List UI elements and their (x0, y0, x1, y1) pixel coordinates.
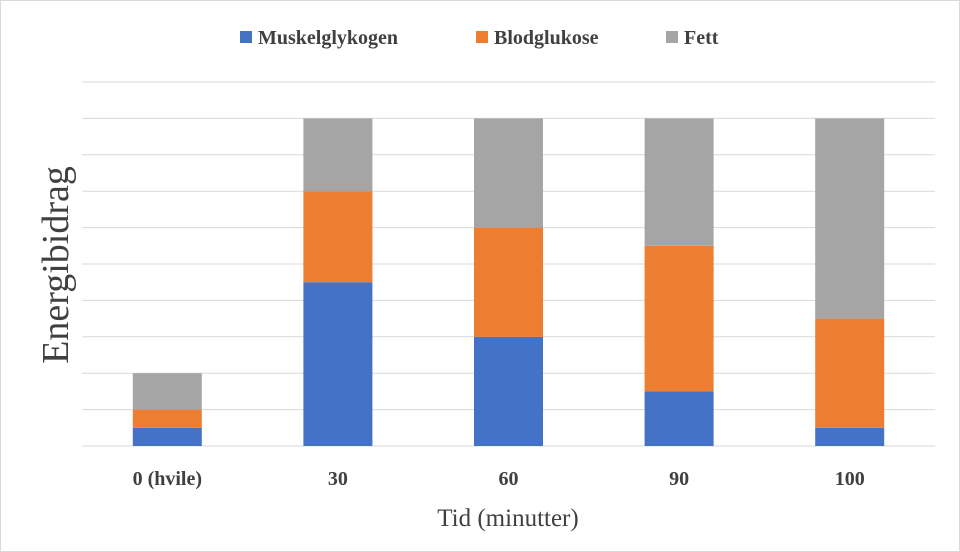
legend-swatch (240, 31, 252, 43)
bar-segment-blodglukose (644, 245, 714, 392)
bar-segment-muskelglykogen (644, 391, 714, 446)
bar-segment-blodglukose (303, 191, 373, 283)
legend-swatch (476, 31, 488, 43)
x-tick-label: 30 (328, 468, 348, 490)
bar-segment-fett (132, 373, 202, 410)
bar-segment-blodglukose (132, 409, 202, 428)
bar-segment-blodglukose (474, 227, 543, 337)
x-tick-label: 90 (669, 468, 689, 490)
x-axis-label: Tid (minutter) (437, 505, 578, 532)
bar-segment-blodglukose (815, 318, 885, 428)
bar-segment-muskelglykogen (303, 282, 373, 446)
legend-swatch (666, 31, 678, 43)
legend-label: Muskelglykogen (258, 27, 398, 49)
bar-segment-muskelglykogen (132, 427, 202, 446)
x-tick-label: 0 (hvile) (133, 468, 202, 490)
bar-segment-muskelglykogen (815, 427, 885, 446)
bar-segment-muskelglykogen (474, 336, 543, 446)
legend-label: Blodglukose (494, 27, 599, 49)
y-axis-label: Energibidrag (35, 166, 77, 364)
bar-segment-fett (474, 118, 543, 228)
x-tick-label: 100 (835, 468, 865, 490)
bar-segment-fett (303, 118, 373, 192)
bar-segment-fett (644, 118, 714, 246)
legend-label: Fett (684, 27, 719, 49)
bar-segment-fett (815, 118, 885, 319)
x-tick-label: 60 (499, 468, 519, 490)
